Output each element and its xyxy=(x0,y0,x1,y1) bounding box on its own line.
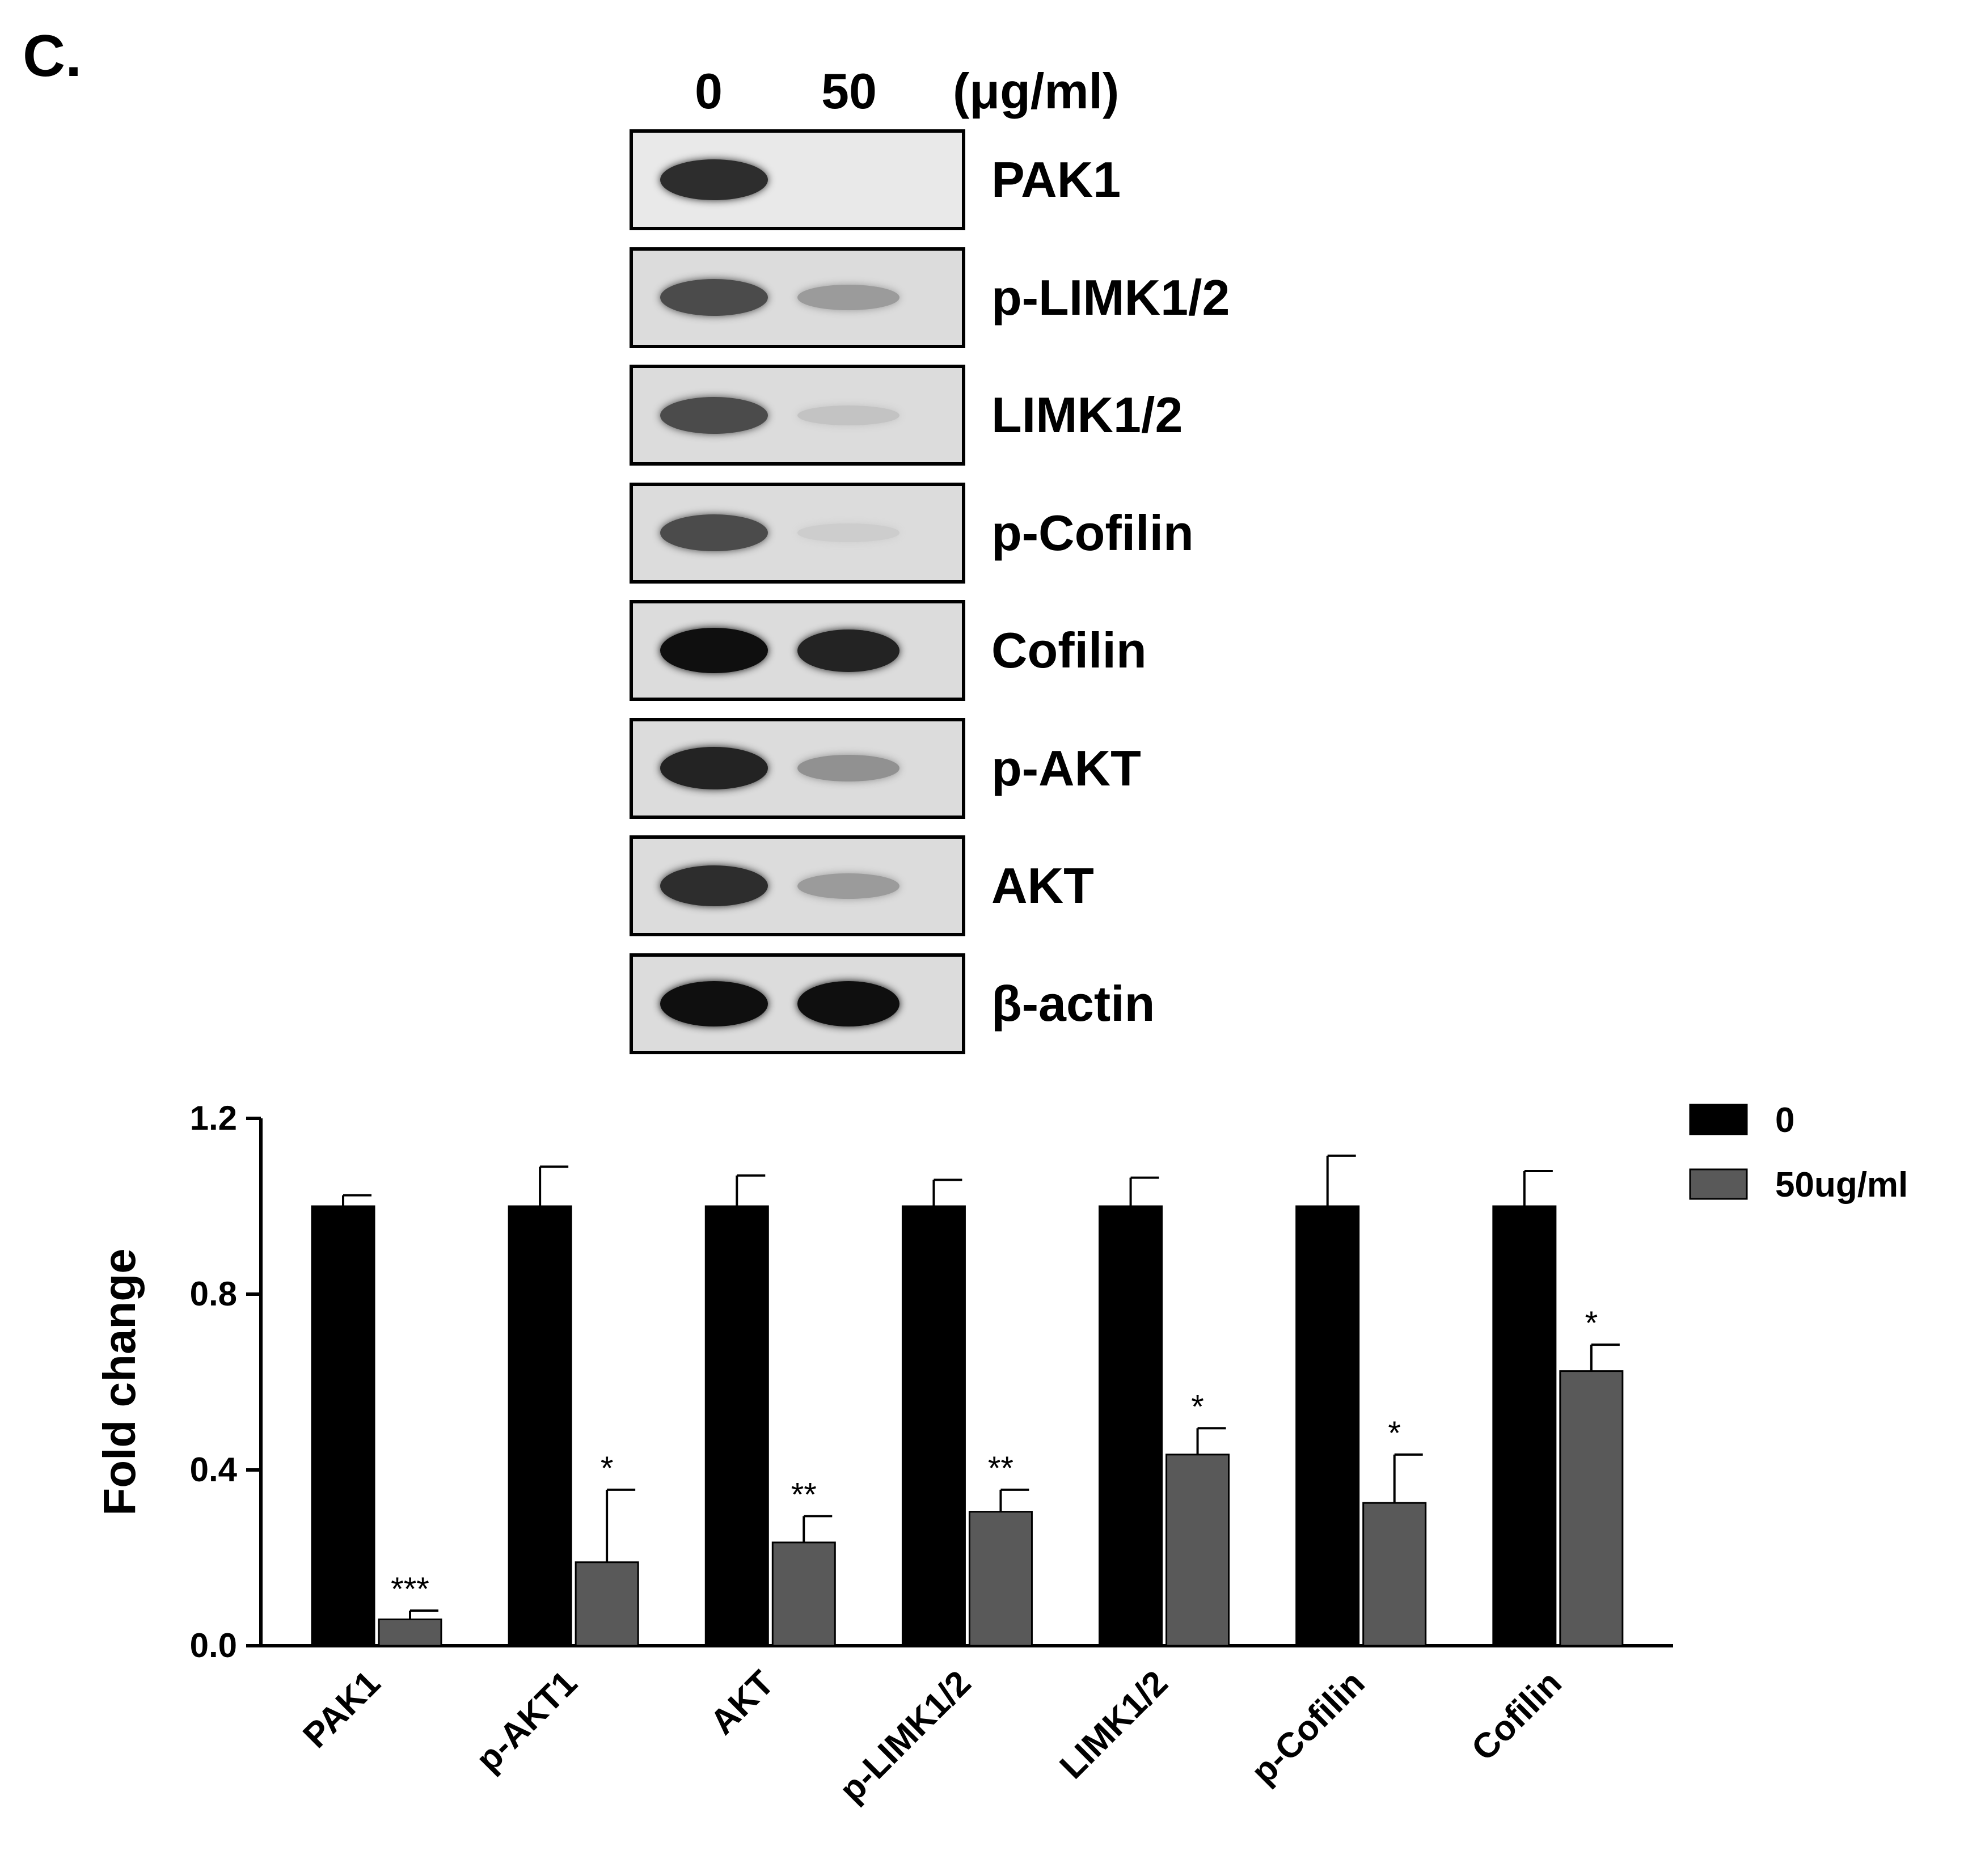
blot-band xyxy=(660,865,768,907)
blot-protein-label: β-actin xyxy=(991,975,1155,1032)
y-tick-label: 0.0 xyxy=(190,1626,237,1664)
bar xyxy=(901,1205,966,1647)
blot-protein-label: p-LIMK1/2 xyxy=(991,269,1230,326)
bar xyxy=(1165,1454,1230,1647)
panel-label: C. xyxy=(23,23,82,89)
blot-strip xyxy=(630,129,965,230)
x-category-label: p-AKT1 xyxy=(468,1663,585,1780)
x-category-label: p-LIMK1/2 xyxy=(832,1663,978,1810)
legend-label: 50ug/ml xyxy=(1775,1165,1908,1205)
bar xyxy=(575,1561,639,1647)
bar xyxy=(1099,1205,1163,1647)
bar xyxy=(968,1511,1033,1647)
significance-marker: ** xyxy=(791,1476,817,1513)
bar xyxy=(1559,1370,1624,1647)
blot-band xyxy=(797,754,899,782)
significance-marker: *** xyxy=(391,1571,429,1608)
blot-band xyxy=(660,628,768,673)
y-axis-title: Fold change xyxy=(94,1248,145,1515)
blot-band xyxy=(797,873,899,899)
x-category-label: LIMK1/2 xyxy=(1053,1663,1176,1786)
blot-protein-label: p-Cofilin xyxy=(991,504,1194,561)
bar xyxy=(771,1541,836,1647)
blot-protein-label: AKT xyxy=(991,857,1094,914)
bar xyxy=(311,1205,375,1647)
blot-strip xyxy=(630,247,965,348)
significance-marker: * xyxy=(1388,1415,1401,1452)
y-tick-label: 1.2 xyxy=(190,1099,237,1137)
bar xyxy=(378,1619,442,1647)
blot-band xyxy=(660,514,768,551)
bar xyxy=(1492,1205,1557,1647)
bar xyxy=(1362,1502,1427,1647)
blot-band xyxy=(797,405,899,425)
significance-marker: * xyxy=(601,1450,614,1487)
blot-protein-label: p-AKT xyxy=(991,740,1141,796)
bar xyxy=(704,1205,769,1647)
blot-band xyxy=(797,285,899,310)
blot-strip xyxy=(630,835,965,936)
blot-band xyxy=(660,159,768,201)
blot-strip xyxy=(630,953,965,1054)
blot-strip xyxy=(630,365,965,466)
significance-marker: ** xyxy=(988,1450,1013,1487)
x-category-label: PAK1 xyxy=(295,1663,387,1755)
bar xyxy=(508,1205,572,1647)
y-tick-label: 0.4 xyxy=(190,1451,238,1489)
blot-strip xyxy=(630,482,965,584)
legend-label: 0 xyxy=(1775,1101,1794,1140)
x-category-label: Cofilin xyxy=(1464,1663,1569,1768)
x-category-label: p-Cofilin xyxy=(1244,1663,1372,1792)
blot-protein-label: LIMK1/2 xyxy=(991,387,1183,443)
blot-band xyxy=(660,396,768,434)
blot-strip xyxy=(630,600,965,701)
bar xyxy=(1295,1205,1360,1647)
blot-protein-label: Cofilin xyxy=(991,622,1147,678)
legend-swatch xyxy=(1689,1168,1748,1200)
blot-band xyxy=(797,981,899,1026)
x-category-label: AKT xyxy=(703,1663,782,1742)
significance-marker: * xyxy=(1191,1388,1204,1425)
blot-band xyxy=(797,629,899,672)
blot-protein-label: PAK1 xyxy=(991,151,1121,208)
lane-label-0: 0 xyxy=(695,63,723,119)
legend-swatch xyxy=(1689,1104,1748,1135)
blot-band xyxy=(660,279,768,316)
blot-band xyxy=(660,747,768,789)
blot-band xyxy=(797,523,899,542)
significance-marker: * xyxy=(1585,1305,1598,1342)
blot-strip xyxy=(630,717,965,819)
lane-label-50: 50 xyxy=(821,63,877,119)
y-tick-label: 0.8 xyxy=(190,1275,237,1313)
concentration-unit: (μg/ml) xyxy=(953,63,1120,119)
blot-band xyxy=(660,981,768,1026)
